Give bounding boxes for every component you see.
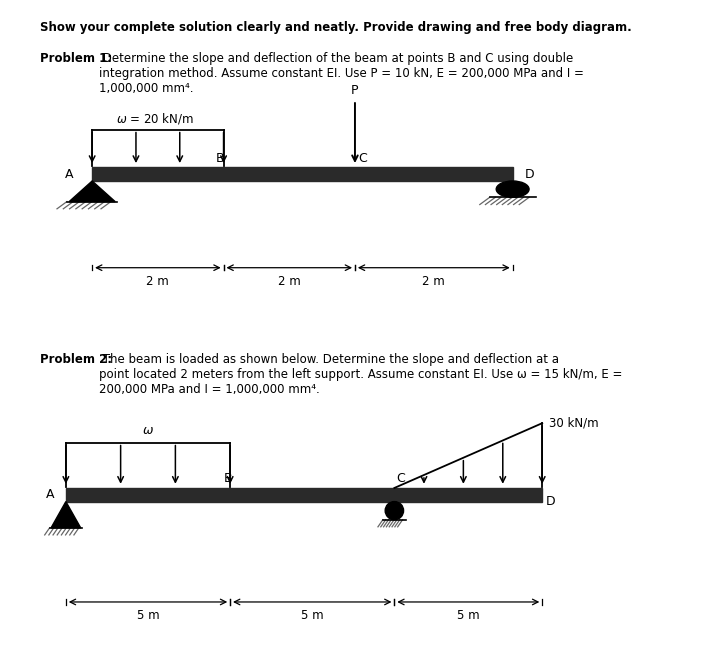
Text: Determine the slope and deflection of the beam at points B and C using double
in: Determine the slope and deflection of th… [99,52,583,95]
Text: B: B [224,471,233,485]
Text: 2 m: 2 m [146,275,169,288]
Text: 5 m: 5 m [301,609,323,622]
Text: 5 m: 5 m [457,609,480,622]
Circle shape [385,501,404,520]
Text: 30 kN/m: 30 kN/m [549,417,598,430]
Text: 2 m: 2 m [423,275,445,288]
Text: P: P [351,84,359,97]
Text: A: A [46,488,55,501]
Bar [66,488,542,501]
Text: $\omega$: $\omega$ [142,424,154,437]
Polygon shape [51,501,81,528]
Text: B: B [216,151,225,165]
Text: C: C [396,471,405,485]
Text: 2 m: 2 m [278,275,301,288]
Text: Problem 2:: Problem 2: [40,353,112,367]
Text: $\omega$ = 20 kN/m: $\omega$ = 20 kN/m [116,111,194,125]
Circle shape [496,181,529,197]
Text: D: D [524,167,534,181]
Bar [92,167,513,181]
Text: The beam is loaded as shown below. Determine the slope and deflection at a
point: The beam is loaded as shown below. Deter… [99,353,622,396]
Text: C: C [359,151,367,165]
Text: Problem 1:: Problem 1: [40,52,112,65]
Text: A: A [66,167,73,181]
Text: D: D [546,495,556,508]
Polygon shape [69,181,115,202]
Text: 5 m: 5 m [137,609,159,622]
Text: Show your complete solution clearly and neatly. Provide drawing and free body di: Show your complete solution clearly and … [40,21,631,35]
